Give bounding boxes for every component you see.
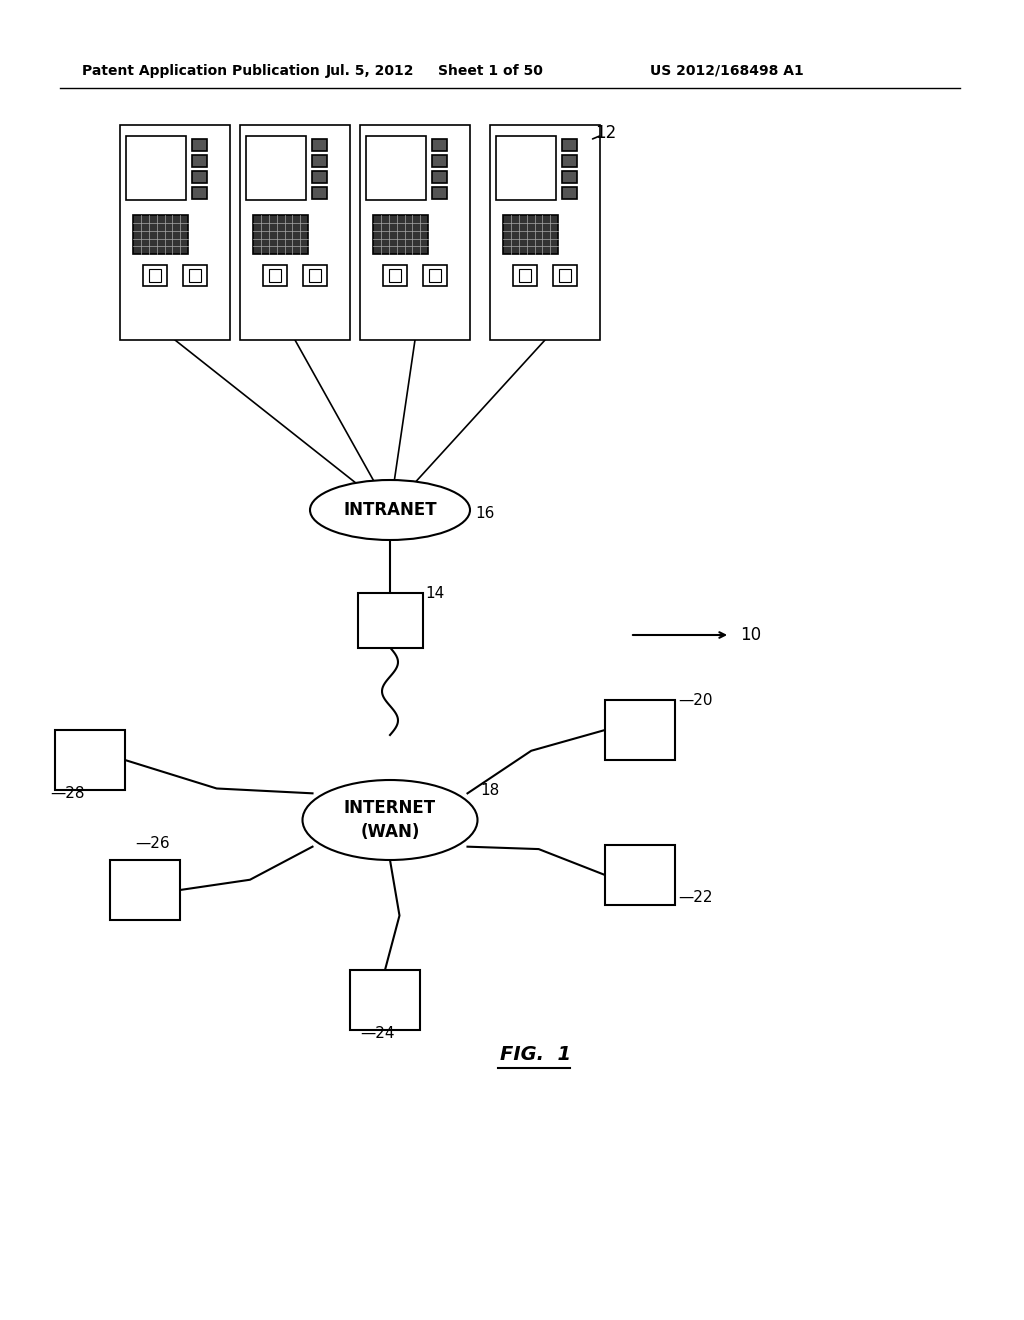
- Bar: [423, 265, 446, 286]
- Text: —26: —26: [135, 836, 170, 851]
- Bar: [191, 154, 207, 166]
- Ellipse shape: [310, 480, 470, 540]
- Bar: [309, 269, 321, 282]
- Bar: [269, 269, 282, 282]
- Bar: [191, 187, 207, 199]
- Text: —20: —20: [678, 693, 713, 708]
- Bar: [263, 265, 288, 286]
- Bar: [311, 154, 327, 166]
- Bar: [559, 269, 570, 282]
- Bar: [513, 265, 538, 286]
- Text: 18: 18: [480, 783, 500, 799]
- Text: 10: 10: [740, 626, 761, 644]
- Text: —24: —24: [360, 1026, 394, 1041]
- Text: US 2012/168498 A1: US 2012/168498 A1: [650, 63, 804, 78]
- Bar: [240, 125, 350, 341]
- Bar: [431, 139, 446, 150]
- Bar: [383, 265, 408, 286]
- Bar: [246, 136, 306, 201]
- Bar: [360, 125, 470, 341]
- Bar: [553, 265, 577, 286]
- Bar: [55, 730, 125, 789]
- Bar: [373, 215, 428, 253]
- Bar: [350, 970, 420, 1030]
- Bar: [605, 845, 675, 906]
- Bar: [429, 269, 441, 282]
- Bar: [303, 265, 327, 286]
- Bar: [191, 172, 207, 183]
- Bar: [561, 154, 577, 166]
- Bar: [126, 136, 186, 201]
- Bar: [133, 215, 188, 253]
- Text: 16: 16: [475, 506, 495, 521]
- Bar: [490, 125, 600, 341]
- Bar: [431, 187, 446, 199]
- Bar: [188, 269, 201, 282]
- Text: —22: —22: [678, 890, 713, 906]
- Bar: [561, 172, 577, 183]
- Bar: [311, 139, 327, 150]
- Text: Sheet 1 of 50: Sheet 1 of 50: [437, 63, 543, 78]
- Text: Patent Application Publication: Patent Application Publication: [82, 63, 319, 78]
- Bar: [143, 265, 167, 286]
- Bar: [182, 265, 207, 286]
- Bar: [150, 269, 161, 282]
- Text: FIG.  1: FIG. 1: [500, 1045, 571, 1064]
- Bar: [357, 593, 423, 648]
- Bar: [120, 125, 230, 341]
- Text: INTRANET: INTRANET: [343, 502, 437, 519]
- Text: INTERNET
(WAN): INTERNET (WAN): [344, 799, 436, 841]
- Bar: [431, 154, 446, 166]
- Bar: [503, 215, 558, 253]
- Bar: [191, 139, 207, 150]
- Ellipse shape: [302, 780, 477, 861]
- Bar: [561, 187, 577, 199]
- Bar: [389, 269, 401, 282]
- Bar: [496, 136, 556, 201]
- Text: 14: 14: [426, 586, 444, 601]
- Bar: [561, 139, 577, 150]
- Text: 12: 12: [595, 124, 616, 143]
- Bar: [519, 269, 531, 282]
- Text: Jul. 5, 2012: Jul. 5, 2012: [326, 63, 415, 78]
- Text: —28: —28: [50, 785, 85, 801]
- Bar: [311, 172, 327, 183]
- Bar: [366, 136, 426, 201]
- Bar: [253, 215, 308, 253]
- Bar: [110, 861, 180, 920]
- Bar: [431, 172, 446, 183]
- Bar: [605, 700, 675, 760]
- Bar: [311, 187, 327, 199]
